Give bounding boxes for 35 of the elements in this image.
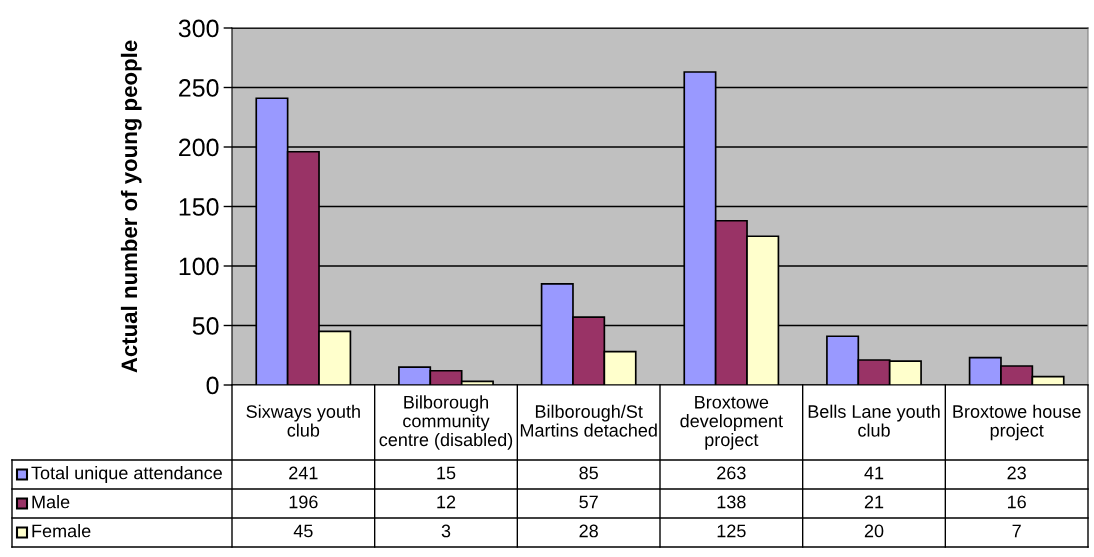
data-label: 12 [437, 495, 456, 509]
data-label: 45 [293, 524, 313, 538]
data-label: 125 [717, 524, 746, 538]
legend-label: Total unique attendance [31, 466, 222, 483]
y-tick-label: 250 [179, 79, 219, 97]
data-label: 196 [289, 495, 318, 509]
x-tick-label: Bilborough community centre (disabled) [379, 395, 513, 450]
data-label: 20 [864, 524, 884, 538]
data-label: 3 [441, 524, 451, 538]
y-tick-label: 100 [179, 257, 219, 276]
data-label: 7 [1012, 524, 1021, 538]
x-tick-label: Bells Lane youth club [808, 404, 940, 437]
y-tick-label: 200 [179, 138, 219, 157]
data-label: 138 [717, 495, 746, 509]
data-label: 263 [717, 466, 746, 480]
x-tick-label: Bilborough/St Martins detached [520, 404, 657, 437]
x-tick-label: Broxtowe house project [953, 404, 1081, 441]
y-tick-label: 150 [179, 198, 219, 216]
data-label: 28 [579, 524, 598, 538]
legend-label: Female [32, 524, 91, 538]
data-label: 57 [579, 495, 598, 509]
y-tick-label: 50 [192, 317, 219, 335]
data-label: 23 [1007, 466, 1026, 480]
data-label: 85 [579, 466, 598, 480]
legend-label: Male [32, 495, 70, 509]
data-label: 15 [437, 466, 456, 480]
x-tick-label: Broxtowe development project [680, 395, 783, 450]
data-label: 21 [864, 495, 884, 509]
data-label: 241 [289, 466, 318, 480]
data-label: 41 [864, 466, 884, 480]
y-axis-title: Actual number of young people [120, 40, 142, 373]
y-tick-label: 300 [178, 19, 219, 38]
y-tick-label: 0 [206, 376, 219, 395]
data-label: 16 [1008, 495, 1026, 509]
x-tick-label: Sixways youth club [246, 404, 360, 437]
